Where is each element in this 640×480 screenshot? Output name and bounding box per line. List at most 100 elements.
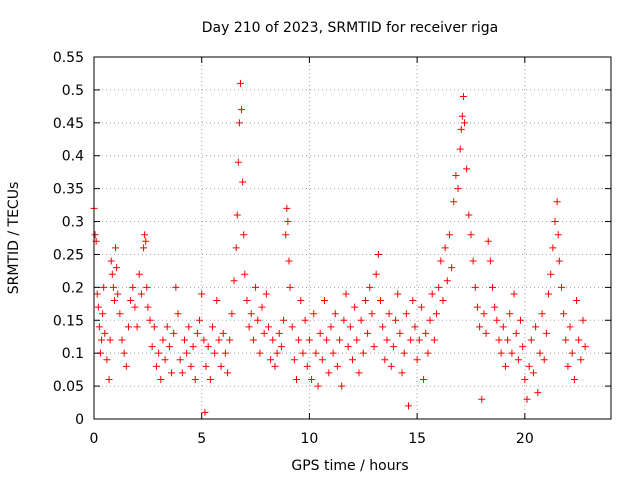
data-point	[267, 356, 275, 364]
data-point	[316, 329, 324, 337]
data-point	[374, 250, 382, 258]
data-point	[127, 297, 135, 305]
data-point	[252, 283, 260, 291]
y-tick-label: 0.55	[53, 50, 84, 66]
data-point	[137, 290, 145, 298]
grid-layer	[94, 57, 611, 419]
data-point	[118, 336, 126, 344]
y-axis-label: SRMTID / TECUs	[6, 182, 22, 295]
data-point	[467, 231, 475, 239]
data-point	[245, 323, 253, 331]
data-point	[529, 369, 537, 377]
data-point	[107, 257, 115, 265]
data-point	[368, 310, 376, 318]
data-point	[290, 356, 298, 364]
data-point	[202, 362, 210, 370]
data-point	[389, 343, 397, 351]
data-point	[206, 376, 214, 384]
data-point	[135, 270, 143, 278]
x-tick-label: 15	[408, 431, 426, 447]
data-point	[521, 376, 529, 384]
data-point	[191, 376, 199, 384]
data-point	[95, 323, 103, 331]
y-tick-label: 0.4	[62, 149, 84, 165]
data-point	[308, 376, 316, 384]
data-point	[283, 204, 291, 212]
data-point	[320, 297, 328, 305]
x-tick-label: 20	[516, 431, 534, 447]
data-point	[103, 356, 111, 364]
data-point	[310, 310, 318, 318]
data-point	[454, 185, 462, 193]
data-point	[131, 303, 139, 311]
y-tick-label: 0.35	[53, 182, 84, 198]
data-point	[473, 303, 481, 311]
data-point	[566, 323, 574, 331]
data-point	[260, 329, 268, 337]
data-point	[575, 336, 583, 344]
data-point	[547, 270, 555, 278]
data-point	[420, 376, 428, 384]
data-point	[385, 310, 393, 318]
data-point	[213, 297, 221, 305]
data-point	[110, 297, 118, 305]
data-point	[284, 218, 292, 226]
data-point	[370, 343, 378, 351]
data-point	[264, 323, 272, 331]
data-point	[99, 310, 107, 318]
data-point	[312, 349, 320, 357]
data-point	[168, 369, 176, 377]
data-point	[458, 112, 466, 120]
data-point	[155, 349, 163, 357]
data-point	[94, 303, 102, 311]
data-point	[275, 329, 283, 337]
x-tick-label: 5	[197, 431, 206, 447]
data-point	[536, 349, 544, 357]
data-point	[243, 297, 251, 305]
data-point	[140, 244, 148, 252]
data-points-layer	[90, 79, 589, 416]
data-point	[504, 336, 512, 344]
data-point	[411, 323, 419, 331]
data-point	[383, 336, 391, 344]
plot-frame	[93, 56, 612, 420]
y-tick-label: 0.3	[62, 215, 84, 231]
data-point	[486, 257, 494, 265]
data-point	[344, 343, 352, 351]
data-point	[116, 310, 124, 318]
data-point	[443, 277, 451, 285]
data-point	[144, 303, 152, 311]
x-tick-label: 10	[301, 431, 319, 447]
data-point	[327, 323, 335, 331]
data-point	[346, 323, 354, 331]
data-point	[480, 310, 488, 318]
data-point	[538, 310, 546, 318]
data-point	[377, 297, 385, 305]
data-point	[180, 336, 188, 344]
data-point	[355, 369, 363, 377]
ticks-layer: 0 0.05 0.1 0.15 0.2 0.25 0.3 0.35 0.4 0.45 0.5 0.55…	[53, 50, 611, 447]
data-point	[318, 356, 326, 364]
data-point	[314, 382, 322, 390]
data-point	[417, 303, 425, 311]
data-point	[98, 336, 106, 344]
data-point	[124, 323, 132, 331]
data-point	[433, 310, 441, 318]
data-point	[405, 402, 413, 410]
data-point	[297, 297, 305, 305]
data-point	[114, 290, 122, 298]
data-point	[232, 244, 240, 252]
y-tick-label: 0.5	[62, 83, 84, 99]
data-point	[510, 290, 518, 298]
data-point	[497, 349, 505, 357]
data-point	[493, 316, 501, 324]
data-point	[172, 283, 180, 291]
data-point	[366, 283, 374, 291]
data-point	[527, 336, 535, 344]
data-point	[525, 362, 533, 370]
data-point	[379, 323, 387, 331]
data-point	[161, 356, 169, 364]
data-point	[93, 290, 101, 298]
